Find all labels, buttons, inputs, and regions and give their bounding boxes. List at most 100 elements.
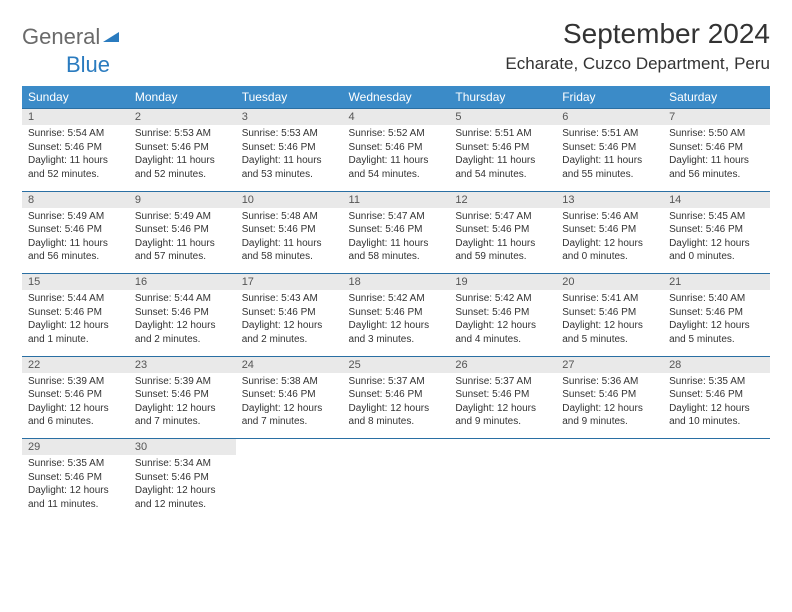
daylight-line: Daylight: 11 hours and 58 minutes. bbox=[242, 238, 322, 263]
day-content-cell: Sunrise: 5:39 AMSunset: 5:46 PMDaylight:… bbox=[129, 373, 236, 439]
day-content-cell: Sunrise: 5:53 AMSunset: 5:46 PMDaylight:… bbox=[129, 125, 236, 191]
daylight-line: Daylight: 12 hours and 1 minute. bbox=[28, 320, 109, 345]
sunset-line: Sunset: 5:46 PM bbox=[135, 142, 209, 153]
weekday-header: Tuesday bbox=[236, 86, 343, 109]
day-number-cell bbox=[343, 439, 450, 456]
weekday-header: Sunday bbox=[22, 86, 129, 109]
day-number-cell bbox=[663, 439, 770, 456]
daylight-line: Daylight: 12 hours and 7 minutes. bbox=[242, 403, 323, 428]
sunset-line: Sunset: 5:46 PM bbox=[455, 224, 529, 235]
sunrise-line: Sunrise: 5:53 AM bbox=[242, 128, 318, 139]
day-number-cell: 11 bbox=[343, 191, 450, 208]
sunrise-line: Sunrise: 5:39 AM bbox=[28, 376, 104, 387]
weekday-header: Friday bbox=[556, 86, 663, 109]
day-content-cell: Sunrise: 5:54 AMSunset: 5:46 PMDaylight:… bbox=[22, 125, 129, 191]
sunset-line: Sunset: 5:46 PM bbox=[669, 224, 743, 235]
day-number-cell: 27 bbox=[556, 356, 663, 373]
sunset-line: Sunset: 5:46 PM bbox=[562, 224, 636, 235]
sunset-line: Sunset: 5:46 PM bbox=[135, 224, 209, 235]
sunrise-line: Sunrise: 5:52 AM bbox=[349, 128, 425, 139]
daylight-line: Daylight: 11 hours and 56 minutes. bbox=[669, 155, 749, 180]
day-content-cell bbox=[556, 455, 663, 521]
sunrise-line: Sunrise: 5:50 AM bbox=[669, 128, 745, 139]
day-number-row: 1234567 bbox=[22, 109, 770, 126]
sunset-line: Sunset: 5:46 PM bbox=[669, 389, 743, 400]
day-content-cell: Sunrise: 5:37 AMSunset: 5:46 PMDaylight:… bbox=[449, 373, 556, 439]
day-content-cell: Sunrise: 5:42 AMSunset: 5:46 PMDaylight:… bbox=[449, 290, 556, 356]
sunrise-line: Sunrise: 5:46 AM bbox=[562, 211, 638, 222]
day-content-cell: Sunrise: 5:52 AMSunset: 5:46 PMDaylight:… bbox=[343, 125, 450, 191]
daylight-line: Daylight: 12 hours and 3 minutes. bbox=[349, 320, 430, 345]
day-number-row: 22232425262728 bbox=[22, 356, 770, 373]
day-number-cell: 5 bbox=[449, 109, 556, 126]
sunset-line: Sunset: 5:46 PM bbox=[242, 389, 316, 400]
day-content-row: Sunrise: 5:54 AM Sunset: 5:46 PM Daylight:… bbox=[22, 125, 770, 191]
day-content-cell: Sunrise: 5:47 AMSunset: 5:46 PMDaylight:… bbox=[343, 208, 450, 274]
day-number-row: 15161718192021 bbox=[22, 274, 770, 291]
day-number-cell: 22 bbox=[22, 356, 129, 373]
day-content-cell: Sunrise: 5:46 AMSunset: 5:46 PMDaylight:… bbox=[556, 208, 663, 274]
day-content-row: Sunrise: 5:35 AMSunset: 5:46 PMDaylight:… bbox=[22, 455, 770, 521]
logo-sub: Blue bbox=[22, 52, 770, 78]
day-content-cell: Sunrise: 5:50 AMSunset: 5:46 PMDaylight:… bbox=[663, 125, 770, 191]
page-title: September 2024 bbox=[505, 18, 770, 50]
daylight-line: Daylight: 11 hours and 57 minutes. bbox=[135, 238, 215, 263]
weekday-header: Thursday bbox=[449, 86, 556, 109]
sunset-line: Sunset: 5:46 PM bbox=[562, 389, 636, 400]
day-content-cell: Sunrise: 5:51 AMSunset: 5:46 PMDaylight:… bbox=[556, 125, 663, 191]
day-content-cell: Sunrise: 5:35 AMSunset: 5:46 PMDaylight:… bbox=[22, 455, 129, 521]
day-number-cell: 6 bbox=[556, 109, 663, 126]
daylight-line: Daylight: 12 hours and 10 minutes. bbox=[669, 403, 750, 428]
sunset-line: Sunset: 5:46 PM bbox=[562, 307, 636, 318]
logo: General bbox=[22, 18, 121, 50]
daylight-line: Daylight: 12 hours and 5 minutes. bbox=[669, 320, 750, 345]
day-number-cell: 9 bbox=[129, 191, 236, 208]
daylight-line: Daylight: 11 hours and 52 minutes. bbox=[135, 155, 215, 180]
sunrise-line: Sunrise: 5:42 AM bbox=[455, 293, 531, 304]
logo-text-general: General bbox=[22, 24, 100, 50]
day-number-cell: 25 bbox=[343, 356, 450, 373]
day-number-cell: 21 bbox=[663, 274, 770, 291]
sunset-line: Sunset: 5:46 PM bbox=[562, 142, 636, 153]
day-number-cell: 2 bbox=[129, 109, 236, 126]
day-number-cell: 16 bbox=[129, 274, 236, 291]
day-content-cell: Sunrise: 5:38 AMSunset: 5:46 PMDaylight:… bbox=[236, 373, 343, 439]
day-content-cell: Sunrise: 5:53 AM Sunset: 5:46 PM Daylight:… bbox=[236, 125, 343, 191]
sunset-line: Sunset: 5:46 PM bbox=[135, 307, 209, 318]
day-content-cell: Sunrise: 5:44 AMSunset: 5:46 PMDaylight:… bbox=[22, 290, 129, 356]
sunrise-line: Sunrise: 5:49 AM bbox=[135, 211, 211, 222]
logo-triangle-icon bbox=[103, 24, 121, 50]
day-content-cell: Sunrise: 5:34 AMSunset: 5:46 PMDaylight:… bbox=[129, 455, 236, 521]
sunrise-line: Sunrise: 5:54 AM bbox=[28, 128, 104, 139]
day-content-row: Sunrise: 5:49 AM Sunset: 5:46 PM Daylight:… bbox=[22, 208, 770, 274]
sunset-line: Sunset: 5:46 PM bbox=[28, 224, 102, 235]
day-content-cell: Sunrise: 5:42 AMSunset: 5:46 PMDaylight:… bbox=[343, 290, 450, 356]
weekday-header: Wednesday bbox=[343, 86, 450, 109]
calendar-table: SundayMondayTuesdayWednesdayThursdayFrid… bbox=[22, 86, 770, 521]
sunset-line: Sunset: 5:46 PM bbox=[242, 142, 316, 153]
day-content-cell: Sunrise: 5:37 AMSunset: 5:46 PMDaylight:… bbox=[343, 373, 450, 439]
sunset-line: Sunset: 5:46 PM bbox=[135, 472, 209, 483]
daylight-line: Daylight: 12 hours and 4 minutes. bbox=[455, 320, 536, 345]
sunset-line: Sunset: 5:46 PM bbox=[349, 307, 423, 318]
sunrise-line: Sunrise: 5:43 AM bbox=[242, 293, 318, 304]
day-number-cell: 20 bbox=[556, 274, 663, 291]
sunset-line: Sunset: 5:46 PM bbox=[242, 307, 316, 318]
sunset-line: Sunset: 5:46 PM bbox=[28, 472, 102, 483]
day-content-cell bbox=[449, 455, 556, 521]
daylight-line: Daylight: 11 hours and 52 minutes. bbox=[28, 155, 108, 180]
sunrise-line: Sunrise: 5:51 AM bbox=[562, 128, 638, 139]
sunset-line: Sunset: 5:46 PM bbox=[669, 307, 743, 318]
daylight-line: Daylight: 11 hours and 53 minutes. bbox=[242, 155, 322, 180]
daylight-line: Daylight: 12 hours and 2 minutes. bbox=[242, 320, 323, 345]
day-number-cell: 17 bbox=[236, 274, 343, 291]
sunrise-line: Sunrise: 5:41 AM bbox=[562, 293, 638, 304]
daylight-line: Daylight: 12 hours and 6 minutes. bbox=[28, 403, 109, 428]
day-content-cell: Sunrise: 5:51 AMSunset: 5:46 PMDaylight:… bbox=[449, 125, 556, 191]
sunset-line: Sunset: 5:46 PM bbox=[28, 389, 102, 400]
sunrise-line: Sunrise: 5:48 AM bbox=[242, 211, 318, 222]
sunset-line: Sunset: 5:46 PM bbox=[135, 389, 209, 400]
sunset-line: Sunset: 5:46 PM bbox=[242, 224, 316, 235]
daylight-line: Daylight: 12 hours and 5 minutes. bbox=[562, 320, 643, 345]
day-number-cell bbox=[236, 439, 343, 456]
